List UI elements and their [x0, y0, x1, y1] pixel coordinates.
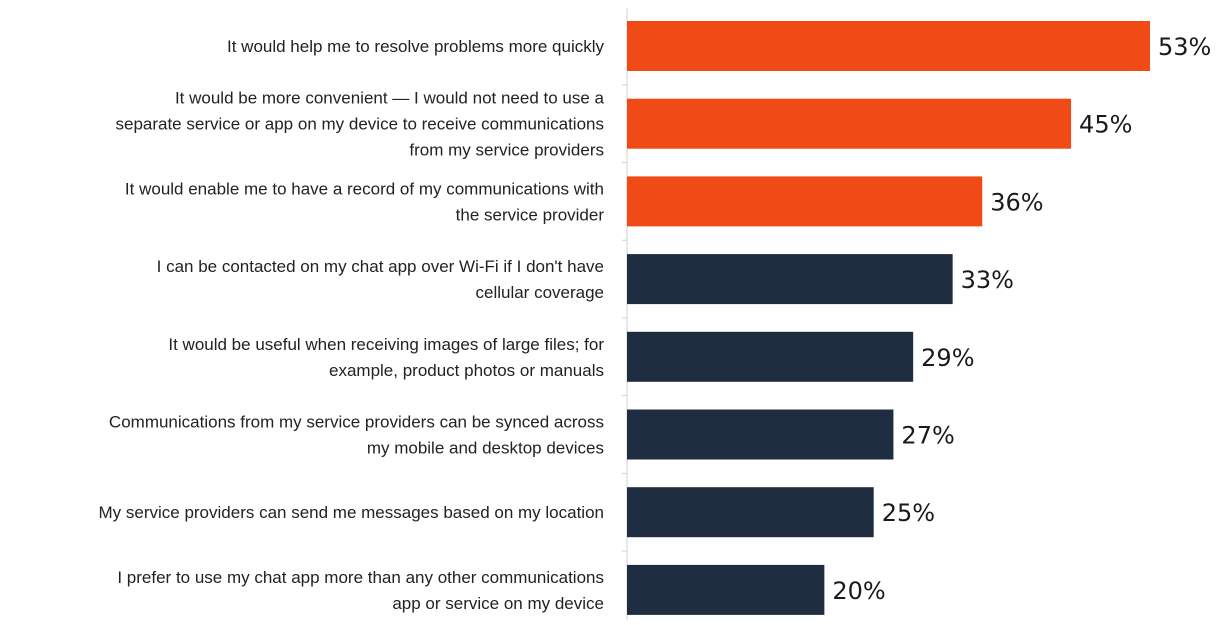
category-label: I can be contacted on my chat app over W…: [157, 257, 604, 276]
bar-value-label: 33%: [961, 266, 1014, 294]
category-label: the service provider: [456, 205, 605, 224]
category-label: example, product photos or manuals: [329, 361, 604, 380]
category-label: cellular coverage: [475, 283, 604, 302]
category-label: My service providers can send me message…: [98, 503, 604, 522]
category-label: I prefer to use my chat app more than an…: [117, 568, 604, 587]
category-label: separate service or app on my device to …: [115, 115, 604, 134]
bar: [627, 98, 1072, 149]
bar-value-label: 25%: [882, 499, 935, 527]
bar: [627, 487, 874, 538]
bar-value-label: 36%: [990, 188, 1043, 216]
bar: [627, 176, 983, 227]
category-label: It would be more convenient — I would no…: [175, 89, 605, 108]
category-label: It would be useful when receiving images…: [168, 335, 604, 354]
bar-value-label: 53%: [1158, 33, 1211, 61]
bar: [627, 331, 914, 382]
bar: [627, 564, 825, 615]
category-label: app or service on my device: [392, 594, 604, 613]
bar-value-label: 45%: [1079, 111, 1132, 139]
category-label: my mobile and desktop devices: [367, 439, 604, 458]
bar: [627, 21, 1150, 71]
category-label: It would help me to resolve problems mor…: [227, 37, 604, 56]
category-label: It would enable me to have a record of m…: [125, 179, 604, 198]
bar: [627, 409, 894, 460]
category-label: Communications from my service providers…: [109, 413, 604, 432]
bar-value-label: 20%: [832, 577, 885, 605]
bar-value-label: 27%: [901, 422, 954, 450]
bar: [627, 254, 953, 305]
category-label: from my service providers: [409, 141, 604, 160]
bar-value-label: 29%: [921, 344, 974, 372]
